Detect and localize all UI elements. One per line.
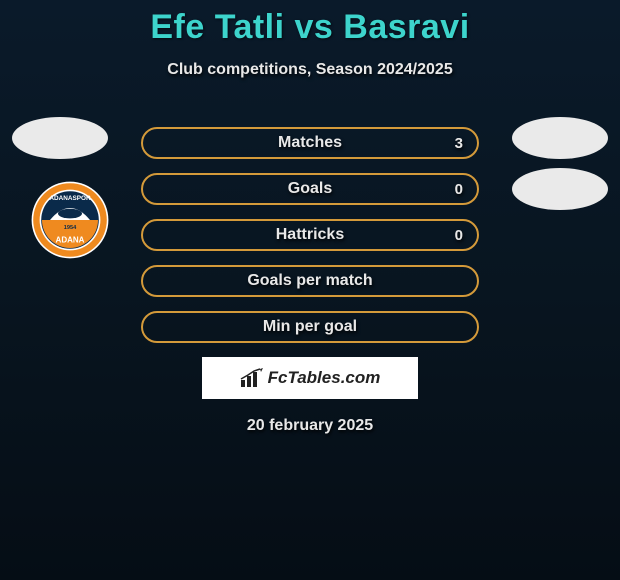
svg-text:ADANA: ADANA bbox=[56, 235, 85, 244]
stat-label: Goals per match bbox=[143, 272, 477, 290]
avatar-player-left bbox=[12, 117, 108, 159]
stat-label: Hattricks bbox=[143, 226, 477, 244]
stat-label: Min per goal bbox=[143, 318, 477, 336]
svg-text:1954: 1954 bbox=[64, 225, 77, 231]
brand-chart-icon bbox=[240, 368, 264, 388]
club-logo-left: ADANASPOR 1954 ADANA bbox=[30, 180, 110, 260]
stat-right-value: 0 bbox=[455, 181, 463, 198]
stat-right-value: 0 bbox=[455, 227, 463, 244]
stat-right-value: 3 bbox=[455, 135, 463, 152]
date-label: 20 february 2025 bbox=[0, 417, 620, 435]
page-title: Efe Tatli vs Basravi bbox=[0, 0, 620, 47]
stats-container: Matches 3 Goals 0 Hattricks 0 Goals per … bbox=[141, 127, 479, 343]
stat-row-goals-per-match: Goals per match bbox=[141, 265, 479, 297]
brand-box[interactable]: FcTables.com bbox=[202, 357, 418, 399]
subtitle: Club competitions, Season 2024/2025 bbox=[0, 61, 620, 79]
stat-label: Matches bbox=[143, 134, 477, 152]
stat-row-goals: Goals 0 bbox=[141, 173, 479, 205]
stat-row-min-per-goal: Min per goal bbox=[141, 311, 479, 343]
stat-row-matches: Matches 3 bbox=[141, 127, 479, 159]
brand-label: FcTables.com bbox=[268, 368, 381, 388]
stat-label: Goals bbox=[143, 180, 477, 198]
avatar-player-right bbox=[512, 117, 608, 159]
club-placeholder-right bbox=[512, 168, 608, 210]
svg-text:ADANASPOR: ADANASPOR bbox=[49, 195, 91, 202]
stat-row-hattricks: Hattricks 0 bbox=[141, 219, 479, 251]
